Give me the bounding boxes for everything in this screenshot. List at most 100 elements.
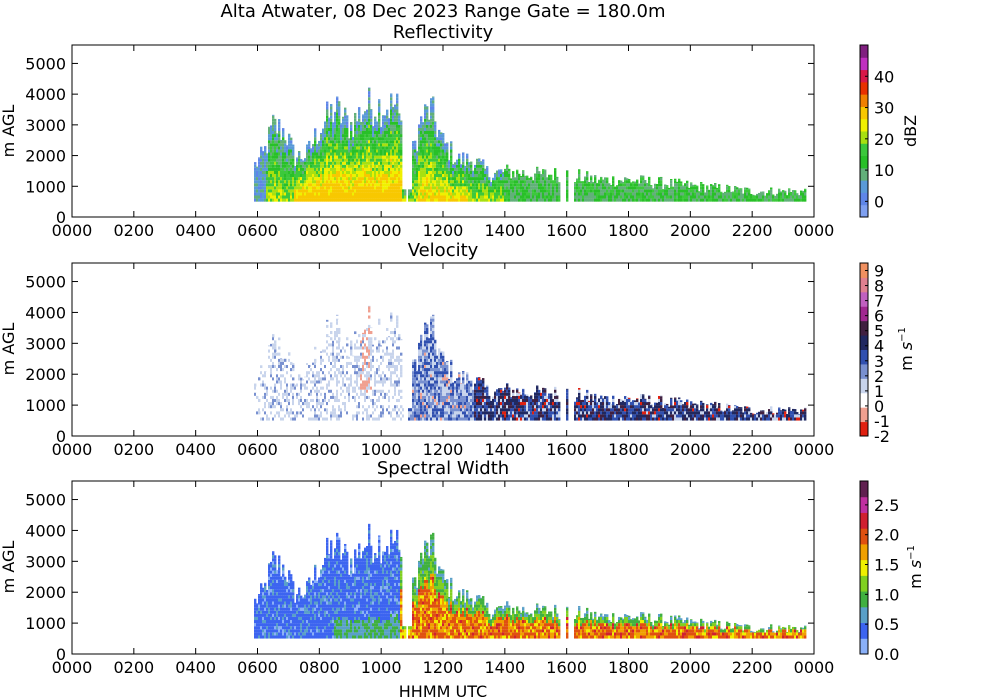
- heatmap-cell: [318, 177, 321, 181]
- heatmap-cell: [358, 195, 361, 199]
- heatmap-cell: [366, 170, 369, 174]
- heatmap-cell: [514, 183, 517, 187]
- heatmap-cell: [278, 364, 281, 369]
- heatmap-cell: [652, 188, 655, 190]
- heatmap-cell: [346, 118, 349, 122]
- heatmap-cell: [334, 411, 337, 415]
- heatmap-cell: [454, 198, 457, 202]
- heatmap-cell: [464, 167, 467, 171]
- heatmap-cell: [440, 177, 443, 181]
- heatmap-cell: [362, 343, 365, 347]
- heatmap-cell: [292, 195, 295, 199]
- heatmap-cell: [358, 417, 361, 421]
- heatmap-cell: [342, 189, 345, 193]
- heatmap-cell: [270, 395, 273, 399]
- heatmap-cell: [260, 174, 263, 178]
- heatmap-cell: [592, 182, 595, 184]
- heatmap-cell: [336, 324, 339, 328]
- heatmap-cell: [452, 186, 455, 190]
- heatmap-cell: [286, 398, 289, 403]
- heatmap-cell: [336, 149, 339, 153]
- heatmap-cell: [286, 414, 289, 418]
- heatmap-cell: [436, 177, 439, 181]
- heatmap-cell: [352, 361, 355, 365]
- heatmap-cell: [366, 109, 369, 113]
- heatmap-cell: [318, 189, 321, 193]
- heatmap-cell: [586, 177, 589, 181]
- heatmap-cell: [504, 192, 507, 196]
- heatmap-cell: [536, 186, 539, 190]
- heatmap-cell: [710, 192, 713, 196]
- heatmap-cell: [772, 194, 775, 196]
- heatmap-cell: [496, 170, 499, 172]
- heatmap-cell: [286, 417, 289, 421]
- heatmap-cell: [454, 195, 457, 199]
- heatmap-cell: [358, 330, 361, 335]
- heatmap-cell: [790, 198, 793, 202]
- heatmap-cell: [670, 195, 673, 199]
- heatmap-cell: [332, 395, 335, 399]
- heatmap-cell: [346, 377, 349, 381]
- heatmap-cell: [606, 183, 609, 187]
- heatmap-cell: [338, 131, 341, 135]
- heatmap-cell: [356, 195, 359, 199]
- heatmap-cell: [428, 127, 431, 131]
- heatmap-cell: [394, 124, 397, 128]
- heatmap-cell: [430, 98, 433, 101]
- heatmap-cell: [324, 417, 327, 421]
- heatmap-cell: [286, 363, 289, 365]
- heatmap-cell: [336, 137, 339, 141]
- heatmap-cell: [748, 192, 751, 196]
- heatmap-cell: [304, 183, 307, 187]
- heatmap-cell: [274, 408, 277, 412]
- heatmap-cell: [400, 164, 403, 168]
- heatmap-cell: [328, 352, 331, 356]
- heatmap-cell: [388, 189, 391, 193]
- heatmap-cell: [414, 174, 417, 178]
- heatmap-cell: [348, 395, 351, 399]
- heatmap-cell: [668, 187, 671, 190]
- heatmap-cell: [752, 198, 755, 202]
- heatmap-cell: [414, 146, 417, 150]
- heatmap-cell: [438, 129, 441, 131]
- heatmap-cell: [286, 180, 289, 184]
- heatmap-cell: [306, 170, 309, 174]
- heatmap-cell: [468, 177, 471, 181]
- heatmap-cell: [334, 149, 337, 153]
- heatmap-cell: [366, 411, 369, 415]
- heatmap-cell: [296, 414, 299, 418]
- heatmap-cell: [418, 146, 421, 150]
- heatmap-cell: [432, 140, 435, 144]
- heatmap-cell: [480, 164, 483, 168]
- heatmap-cell: [346, 414, 349, 418]
- heatmap-cell: [466, 174, 469, 178]
- heatmap-cell: [584, 176, 587, 178]
- heatmap-cell: [736, 198, 739, 202]
- heatmap-cell: [498, 192, 501, 196]
- heatmap-cell: [662, 189, 665, 190]
- heatmap-cell: [394, 195, 397, 199]
- heatmap-cell: [504, 174, 507, 178]
- heatmap-cell: [358, 368, 361, 372]
- heatmap-cell: [272, 380, 275, 384]
- heatmap-cell: [340, 143, 343, 147]
- heatmap-cell: [366, 152, 369, 156]
- heatmap-cell: [282, 137, 285, 141]
- heatmap-cell: [672, 198, 675, 202]
- heatmap-cell: [274, 361, 277, 365]
- heatmap-cell: [530, 180, 533, 184]
- heatmap-cell: [390, 140, 393, 144]
- heatmap-cell: [270, 392, 273, 396]
- heatmap-cell: [270, 137, 273, 141]
- heatmap-cell: [358, 371, 361, 375]
- heatmap-cell: [386, 158, 389, 162]
- heatmap-cell: [420, 192, 423, 196]
- heatmap-cell: [348, 158, 351, 162]
- heatmap-cell: [320, 414, 323, 418]
- heatmap-cell: [264, 408, 267, 412]
- heatmap-cell: [442, 198, 445, 202]
- heatmap-cell: [318, 170, 321, 174]
- heatmap-cell: [334, 152, 337, 156]
- heatmap-cell: [290, 374, 293, 378]
- heatmap-cell: [390, 131, 393, 135]
